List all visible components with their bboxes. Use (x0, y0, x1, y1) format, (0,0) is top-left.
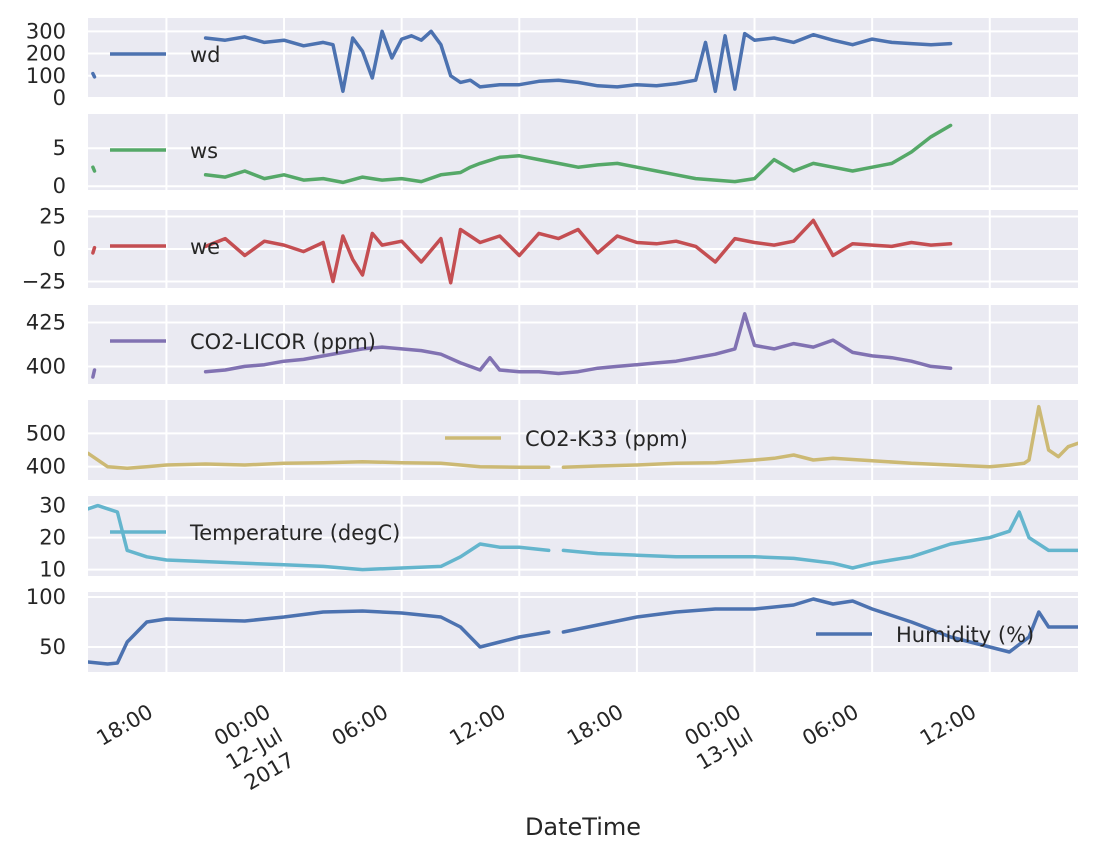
series-line-humidity (561, 597, 1078, 654)
panel-background (88, 592, 1078, 672)
panel-humidity: 50 100 Humidity (%) (26, 585, 1078, 672)
y-tick-label: 25 (39, 205, 66, 229)
panel-background (88, 18, 1078, 98)
y-tick-label: 50 (39, 635, 66, 659)
y-tick-label: 0 (53, 237, 66, 261)
legend-label: we (190, 235, 220, 259)
legend-label: CO2-K33 (ppm) (525, 427, 688, 451)
series-line-ws (91, 165, 97, 173)
legend-co2-k33-ppm: CO2-K33 (ppm) (445, 427, 688, 451)
y-tick-label: 5 (53, 136, 66, 160)
y-tick-label: 425 (26, 311, 66, 335)
panel-co2-k33-ppm: 400 500 CO2-K33 (ppm) (26, 400, 1078, 480)
series-line-temperature-degc (561, 510, 1078, 570)
legend-we: we (110, 235, 220, 259)
y-tick-label: 300 (26, 19, 66, 43)
y-tick-label: 100 (26, 585, 66, 609)
y-tick-label: 0 (53, 174, 66, 198)
legend-label: CO2-LICOR (ppm) (190, 330, 376, 354)
series-line-co2-k33-ppm (88, 451, 551, 471)
series-line-co2-licor-ppm (203, 312, 953, 376)
panel-background (88, 114, 1078, 190)
series-line-ws (203, 123, 953, 185)
panel-we: −25 0 25 we (22, 205, 1078, 294)
series-line-humidity (88, 609, 551, 666)
y-tick-label: 10 (39, 558, 66, 582)
x-tick-label: 12:00 (445, 700, 509, 751)
legend-ws: ws (110, 139, 218, 163)
legend-label: ws (190, 139, 218, 163)
x-tick-label: 18:00 (563, 700, 627, 751)
y-tick-label: 0 (53, 86, 66, 110)
x-tick-label: 18:00 (92, 700, 156, 751)
series-line-co2-licor-ppm (91, 368, 97, 379)
y-tick-label: 400 (26, 354, 66, 378)
panel-temperature-degc: 10 20 30 Temperature (degC) (39, 494, 1078, 582)
y-tick-label: 100 (26, 64, 66, 88)
y-tick-label: 200 (26, 42, 66, 66)
legend-label: Humidity (%) (896, 623, 1034, 647)
y-tick-label: 500 (26, 421, 66, 445)
legend-humidity: Humidity (%) (816, 623, 1034, 647)
series-line-wd (91, 71, 97, 79)
x-axis-label: DateTime (525, 813, 641, 841)
legend-wd: wd (110, 43, 221, 67)
legend-label: wd (190, 43, 221, 67)
series-line-temperature-degc (88, 503, 551, 572)
y-tick-label: 400 (26, 455, 66, 479)
y-tick-label: −25 (22, 270, 66, 294)
series-line-co2-k33-ppm (561, 404, 1078, 470)
legend-label: Temperature (degC) (189, 521, 400, 545)
legend-temperature-degc: Temperature (degC) (110, 521, 400, 545)
x-tick-label: 06:00 (798, 700, 862, 751)
y-tick-label: 30 (39, 494, 66, 518)
panel-ws: 0 5 ws (53, 114, 1078, 198)
legend-co2-licor-ppm: CO2-LICOR (ppm) (110, 330, 376, 354)
x-tick-label: 06:00 (328, 700, 392, 751)
panel-co2-licor-ppm: 400 425 CO2-LICOR (ppm) (26, 305, 1078, 384)
x-tick-label: 12:00 (916, 700, 980, 751)
series-line-wd (203, 29, 953, 94)
series-line-we (91, 245, 97, 255)
y-tick-label: 20 (39, 526, 66, 550)
series-line-we (203, 218, 953, 285)
